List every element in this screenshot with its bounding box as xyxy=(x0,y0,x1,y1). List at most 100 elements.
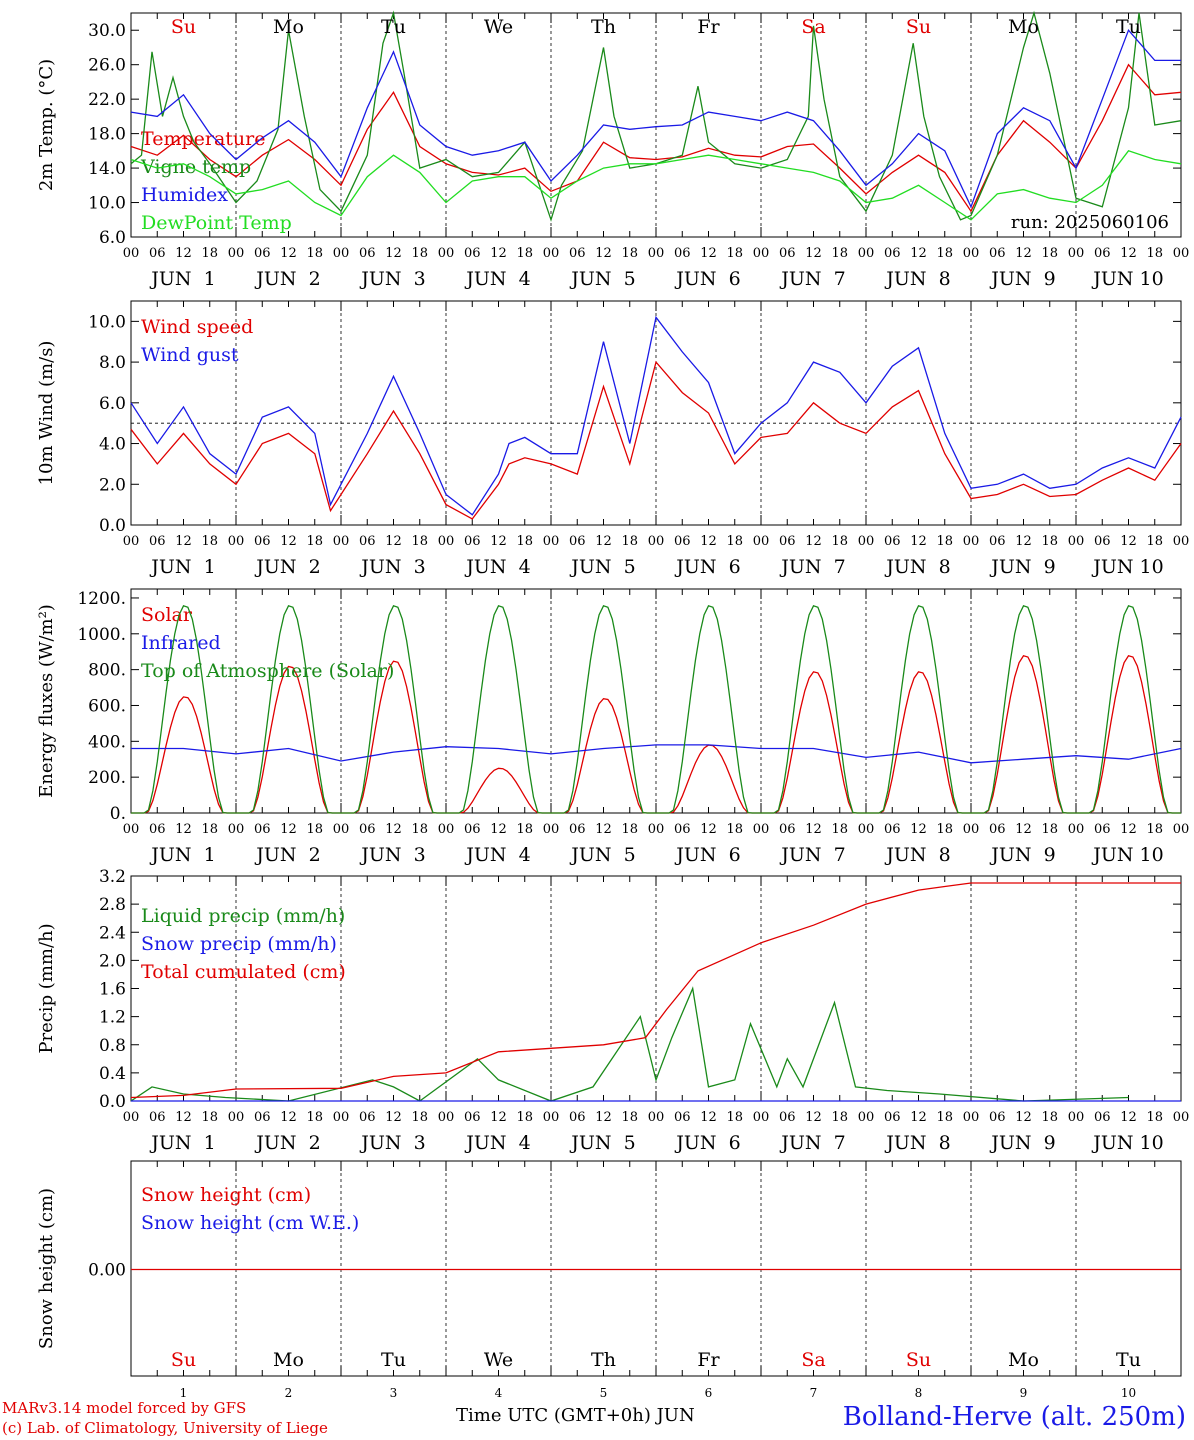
precip-hour-tick: 18 xyxy=(936,1110,953,1125)
wind-hour-tick: 00 xyxy=(1173,534,1190,549)
precip-y-tick-label: 2.0 xyxy=(99,951,126,971)
snow-weekday-label: Tu xyxy=(1116,1349,1141,1371)
temperature-weekday-label: We xyxy=(484,16,513,38)
wind-hour-tick: 18 xyxy=(831,534,848,549)
snow-weekday-label: Mo xyxy=(1008,1349,1039,1371)
temperature-hour-tick: 18 xyxy=(831,246,848,261)
snow-weekday-label: Fr xyxy=(697,1349,720,1371)
temperature-hour-tick: 18 xyxy=(936,246,953,261)
wind-hour-tick: 18 xyxy=(516,534,533,549)
temperature-hour-tick: 06 xyxy=(779,246,796,261)
wind-hour-tick: 06 xyxy=(254,534,271,549)
energy-hour-tick: 06 xyxy=(464,822,481,837)
snow-y-label: Snow height (cm) xyxy=(36,1188,57,1349)
temperature-hour-tick: 18 xyxy=(306,246,323,261)
energy-hour-tick: 06 xyxy=(254,822,271,837)
precip-date-label: JUN 4 xyxy=(464,1132,530,1154)
wind-series-wind-speed xyxy=(130,360,1182,520)
temperature-hour-tick: 06 xyxy=(1094,246,1111,261)
precip-hour-tick: 00 xyxy=(543,1110,560,1125)
temperature-date-label: JUN 4 xyxy=(464,268,530,290)
wind-date-label: JUN 1 xyxy=(149,556,215,578)
wind-hour-tick: 06 xyxy=(569,534,586,549)
energy-hour-tick: 18 xyxy=(831,822,848,837)
precip-hour-tick: 00 xyxy=(1173,1110,1190,1125)
precip-hour-tick: 00 xyxy=(648,1110,665,1125)
temperature-hour-tick: 12 xyxy=(385,246,402,261)
energy-hour-tick: 18 xyxy=(936,822,953,837)
energy-series-top-of-atmosphere-solar- xyxy=(131,604,1181,814)
precip-hour-tick: 00 xyxy=(753,1110,770,1125)
temperature-hour-tick: 00 xyxy=(228,246,245,261)
snow-legend-snow-height-cm-: Snow height (cm) xyxy=(141,1184,311,1206)
wind-hour-tick: 12 xyxy=(175,534,192,549)
temperature-y-tick-label: 22.0 xyxy=(88,90,126,110)
snow-weekday-label: Sa xyxy=(801,1349,825,1371)
energy-hour-tick: 06 xyxy=(1094,822,1111,837)
wind-hour-tick: 00 xyxy=(543,534,560,549)
snow-day-number: 9 xyxy=(1020,1386,1028,1400)
temperature-legend-humidex: Humidex xyxy=(141,184,228,206)
wind-hour-tick: 12 xyxy=(700,534,717,549)
precip-hour-tick: 00 xyxy=(228,1110,245,1125)
snow-day-number: 5 xyxy=(600,1386,608,1400)
wind-hour-tick: 06 xyxy=(674,534,691,549)
temperature-y-tick-label: 6.0 xyxy=(99,228,126,248)
wind-hour-tick: 06 xyxy=(1094,534,1111,549)
precip-date-label: JUN 1 xyxy=(149,1132,215,1154)
snow-day-number: 6 xyxy=(705,1386,713,1400)
precip-series-total-cumulated-cm- xyxy=(130,882,1181,1099)
energy-hour-tick: 00 xyxy=(333,822,350,837)
temperature-y-tick-label: 14.0 xyxy=(88,159,126,179)
wind-y-tick-label: 6.0 xyxy=(99,394,126,414)
temperature-series-dewpoint-temp xyxy=(130,150,1182,221)
temperature-y-tick-label: 18.0 xyxy=(88,125,126,145)
wind-hour-tick: 00 xyxy=(333,534,350,549)
energy-date-label: JUN 6 xyxy=(674,844,740,866)
precip-date-label: JUN 10 xyxy=(1091,1132,1163,1154)
energy-hour-tick: 18 xyxy=(621,822,638,837)
precip-hour-tick: 12 xyxy=(490,1110,507,1125)
wind-date-label: JUN 4 xyxy=(464,556,530,578)
snow-weekday-label: Su xyxy=(906,1349,931,1371)
precip-hour-tick: 06 xyxy=(779,1110,796,1125)
energy-y-tick-label: 0. xyxy=(110,804,126,824)
temperature-hour-tick: 06 xyxy=(149,246,166,261)
snow-day-number: 4 xyxy=(495,1386,503,1400)
precip-y-tick-label: 1.6 xyxy=(99,980,126,1000)
snow-day-number: 1 xyxy=(180,1386,188,1400)
snow-weekday-label: Su xyxy=(171,1349,196,1371)
energy-hour-tick: 00 xyxy=(753,822,770,837)
precip-hour-tick: 06 xyxy=(884,1110,901,1125)
temperature-hour-tick: 12 xyxy=(805,246,822,261)
temperature-legend-temperature: Temperature xyxy=(141,128,265,150)
wind-date-label: JUN 8 xyxy=(884,556,950,578)
precip-hour-tick: 06 xyxy=(674,1110,691,1125)
precip-date-label: JUN 5 xyxy=(569,1132,635,1154)
energy-date-label: JUN 7 xyxy=(779,844,845,866)
precip-date-label: JUN 8 xyxy=(884,1132,950,1154)
precip-hour-tick: 18 xyxy=(621,1110,638,1125)
energy-hour-tick: 00 xyxy=(648,822,665,837)
temperature-hour-tick: 12 xyxy=(910,246,927,261)
energy-date-label: JUN 3 xyxy=(359,844,425,866)
temperature-y-label: 2m Temp. (°C) xyxy=(36,59,57,191)
energy-hour-tick: 00 xyxy=(228,822,245,837)
temperature-y-tick-label: 26.0 xyxy=(88,56,126,76)
precip-series-liquid-precip-mm-h- xyxy=(130,986,1129,1102)
snow-y-tick-label: 0.00 xyxy=(88,1261,126,1281)
precip-legend-total-cumulated-cm-: Total cumulated (cm) xyxy=(141,961,346,983)
wind-hour-tick: 12 xyxy=(805,534,822,549)
precip-hour-tick: 12 xyxy=(1015,1110,1032,1125)
energy-hour-tick: 00 xyxy=(438,822,455,837)
temperature-weekday-label: Fr xyxy=(697,16,720,38)
energy-date-label: JUN 8 xyxy=(884,844,950,866)
temperature-date-label: JUN 10 xyxy=(1091,268,1163,290)
wind-date-label: JUN 7 xyxy=(779,556,845,578)
energy-hour-tick: 12 xyxy=(910,822,927,837)
precip-hour-tick: 12 xyxy=(280,1110,297,1125)
temperature-hour-tick: 12 xyxy=(1120,246,1137,261)
snow-day-number: 8 xyxy=(915,1386,923,1400)
wind-hour-tick: 06 xyxy=(149,534,166,549)
wind-hour-tick: 00 xyxy=(228,534,245,549)
